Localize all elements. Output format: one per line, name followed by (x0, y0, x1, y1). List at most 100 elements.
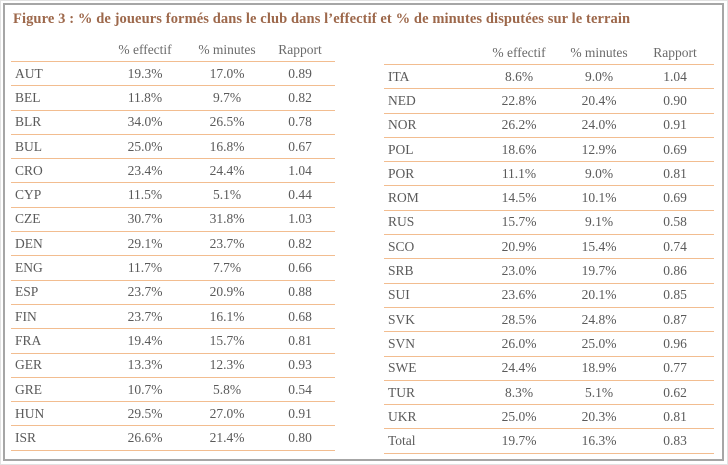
column-header-rapport: Rapport (278, 41, 322, 57)
table-row: UKR 25.0% 20.3% 0.81 (384, 404, 714, 429)
cell-rapport: 0.67 (265, 133, 335, 159)
cell-rapport: 1.03 (265, 206, 335, 232)
cell-effectif: 24.4% (476, 355, 562, 381)
cell-minutes: 15.4% (562, 234, 636, 259)
cell-rapport: 0.80 (265, 425, 335, 451)
country-code: GER (11, 352, 101, 378)
table-row: Total 19.7% 16.3% 0.83 (384, 428, 714, 454)
cell-minutes: 9.1% (562, 209, 636, 235)
cell-effectif: 11.8% (101, 85, 189, 111)
cell-rapport: 0.81 (636, 161, 714, 186)
cell-rapport: 0.88 (265, 279, 335, 305)
table-row: FRA 19.4% 15.7% 0.81 (11, 328, 335, 354)
table-row: ENG 11.7% 7.7% 0.66 (11, 255, 335, 281)
cell-rapport: 0.81 (265, 328, 335, 354)
column-header-minutes: % minutes (570, 44, 628, 60)
column-header-effectif: % effectif (492, 44, 546, 60)
cell-rapport: 0.93 (265, 352, 335, 378)
table-row: CRO 23.4% 24.4% 1.04 (11, 158, 335, 183)
cell-minutes: 19.7% (562, 258, 636, 284)
cell-rapport: 0.83 (636, 428, 714, 454)
cell-rapport: 0.90 (636, 88, 714, 114)
table-row: CYP 11.5% 5.1% 0.44 (11, 182, 335, 208)
table-row: AUT 19.3% 17.0% 0.89 (11, 60, 335, 86)
table-row: ROM 14.5% 10.1% 0.69 (384, 185, 714, 211)
table-row: TUR 8.3% 5.1% 0.62 (384, 379, 714, 405)
cell-effectif: 23.0% (476, 258, 562, 284)
cell-effectif: 30.7% (101, 206, 189, 232)
cell-effectif: 8.3% (476, 379, 562, 405)
country-code: TUR (384, 379, 476, 405)
cell-effectif: 22.8% (476, 88, 562, 114)
cell-rapport: 1.04 (265, 158, 335, 183)
cell-rapport: 0.69 (636, 185, 714, 211)
country-code: POL (384, 136, 476, 162)
cell-minutes: 7.7% (189, 255, 265, 281)
cell-minutes: 17.0% (189, 60, 265, 86)
cell-rapport: 0.82 (265, 85, 335, 111)
table-row: SVK 28.5% 24.8% 0.87 (384, 306, 714, 332)
cell-minutes: 21.4% (189, 425, 265, 451)
cell-effectif: 23.7% (101, 303, 189, 329)
column-header-effectif: % effectif (118, 41, 172, 57)
table-row: BLR 34.0% 26.5% 0.78 (11, 109, 335, 135)
country-code: POR (384, 161, 476, 186)
left-country-table: % effectif % minutes Rapport AUT 19.3% 17.… (11, 38, 335, 451)
corner-cell (384, 41, 476, 65)
country-code: NED (384, 88, 476, 114)
table-row: GRE 10.7% 5.8% 0.54 (11, 376, 335, 402)
cell-minutes: 9.0% (562, 161, 636, 186)
header-row: % effectif % minutes Rapport (384, 41, 714, 65)
cell-rapport: 0.54 (265, 376, 335, 402)
country-code: DEN (11, 231, 101, 256)
cell-minutes: 16.3% (562, 428, 636, 454)
cell-effectif: 26.0% (476, 331, 562, 357)
country-code: ENG (11, 255, 101, 281)
cell-rapport: 0.86 (636, 258, 714, 284)
cell-effectif: 15.7% (476, 209, 562, 235)
country-code: AUT (11, 60, 101, 86)
cell-minutes: 16.8% (189, 133, 265, 159)
cell-effectif: 10.7% (101, 376, 189, 402)
cell-minutes: 23.7% (189, 231, 265, 256)
table-row: FIN 23.7% 16.1% 0.68 (11, 303, 335, 329)
cell-effectif: 26.6% (101, 425, 189, 451)
cell-minutes: 26.5% (189, 109, 265, 135)
cell-rapport: 0.69 (636, 136, 714, 162)
table-row: NOR 26.2% 24.0% 0.91 (384, 112, 714, 138)
country-code: SCO (384, 234, 476, 259)
cell-effectif: 19.7% (476, 428, 562, 454)
country-code: BEL (11, 85, 101, 111)
table-row: SRB 23.0% 19.7% 0.86 (384, 258, 714, 284)
cell-minutes: 18.9% (562, 355, 636, 381)
cell-minutes: 20.1% (562, 282, 636, 308)
cell-minutes: 25.0% (562, 331, 636, 357)
country-code: RUS (384, 209, 476, 235)
table-row: POR 11.1% 9.0% 0.81 (384, 161, 714, 186)
cell-minutes: 24.4% (189, 158, 265, 183)
cell-rapport: 0.81 (636, 404, 714, 429)
table-row: NED 22.8% 20.4% 0.90 (384, 88, 714, 114)
cell-rapport: 0.78 (265, 109, 335, 135)
cell-minutes: 20.4% (562, 88, 636, 114)
cell-effectif: 11.5% (101, 182, 189, 208)
right-country-table: % effectif % minutes Rapport ITA 8.6% 9.0%… (384, 41, 714, 454)
cell-minutes: 9.7% (189, 85, 265, 111)
figure-frame: Figure 3 : % de joueurs formés dans le c… (3, 3, 724, 461)
figure-title: Figure 3 : % de joueurs formés dans le c… (13, 11, 631, 27)
table-row: SUI 23.6% 20.1% 0.85 (384, 282, 714, 308)
cell-effectif: 19.4% (101, 328, 189, 354)
cell-effectif: 8.6% (476, 63, 562, 89)
cell-effectif: 29.5% (101, 401, 189, 426)
cell-effectif: 23.4% (101, 158, 189, 183)
cell-effectif: 20.9% (476, 234, 562, 259)
cell-rapport: 0.68 (265, 303, 335, 329)
cell-rapport: 0.77 (636, 355, 714, 381)
country-code: ISR (11, 425, 101, 451)
cell-effectif: 11.7% (101, 255, 189, 281)
cell-effectif: 23.6% (476, 282, 562, 308)
country-code: NOR (384, 112, 476, 138)
country-code: CYP (11, 182, 101, 208)
cell-rapport: 0.44 (265, 182, 335, 208)
